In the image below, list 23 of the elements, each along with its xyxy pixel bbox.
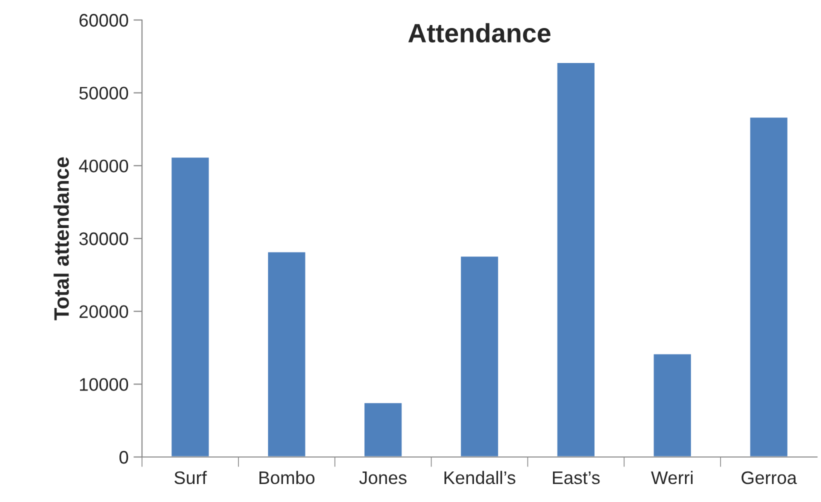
- bar: [556, 62, 596, 457]
- chart-title: Attendance: [408, 23, 550, 43]
- bar: [363, 402, 404, 457]
- x-tick-label: Gerroa: [742, 471, 797, 484]
- y-axis-title: Total attendance: [54, 157, 69, 320]
- bar: [652, 352, 692, 457]
- y-tick-label: 60000: [80, 14, 128, 27]
- y-tick-label: 40000: [79, 160, 128, 172]
- x-tick-label: Jones: [359, 472, 407, 484]
- y-tick-label: 0: [119, 450, 128, 464]
- y-tick-label: 30000: [79, 232, 128, 246]
- x-tick-label: Bombo: [260, 470, 314, 484]
- y-tick-label: 10000: [80, 378, 128, 391]
- x-tick-label: Surf: [174, 470, 207, 484]
- x-tick-label: Kendall’s: [444, 470, 516, 484]
- x-tick-label: East’s: [552, 472, 600, 484]
- bar: [460, 255, 500, 457]
- bar: [266, 250, 307, 457]
- y-tick-label: 20000: [80, 305, 128, 318]
- bar: [170, 156, 210, 457]
- y-tick-label: 50000: [79, 86, 128, 100]
- bar: [748, 116, 789, 457]
- x-tick-label: Werri: [651, 470, 693, 484]
